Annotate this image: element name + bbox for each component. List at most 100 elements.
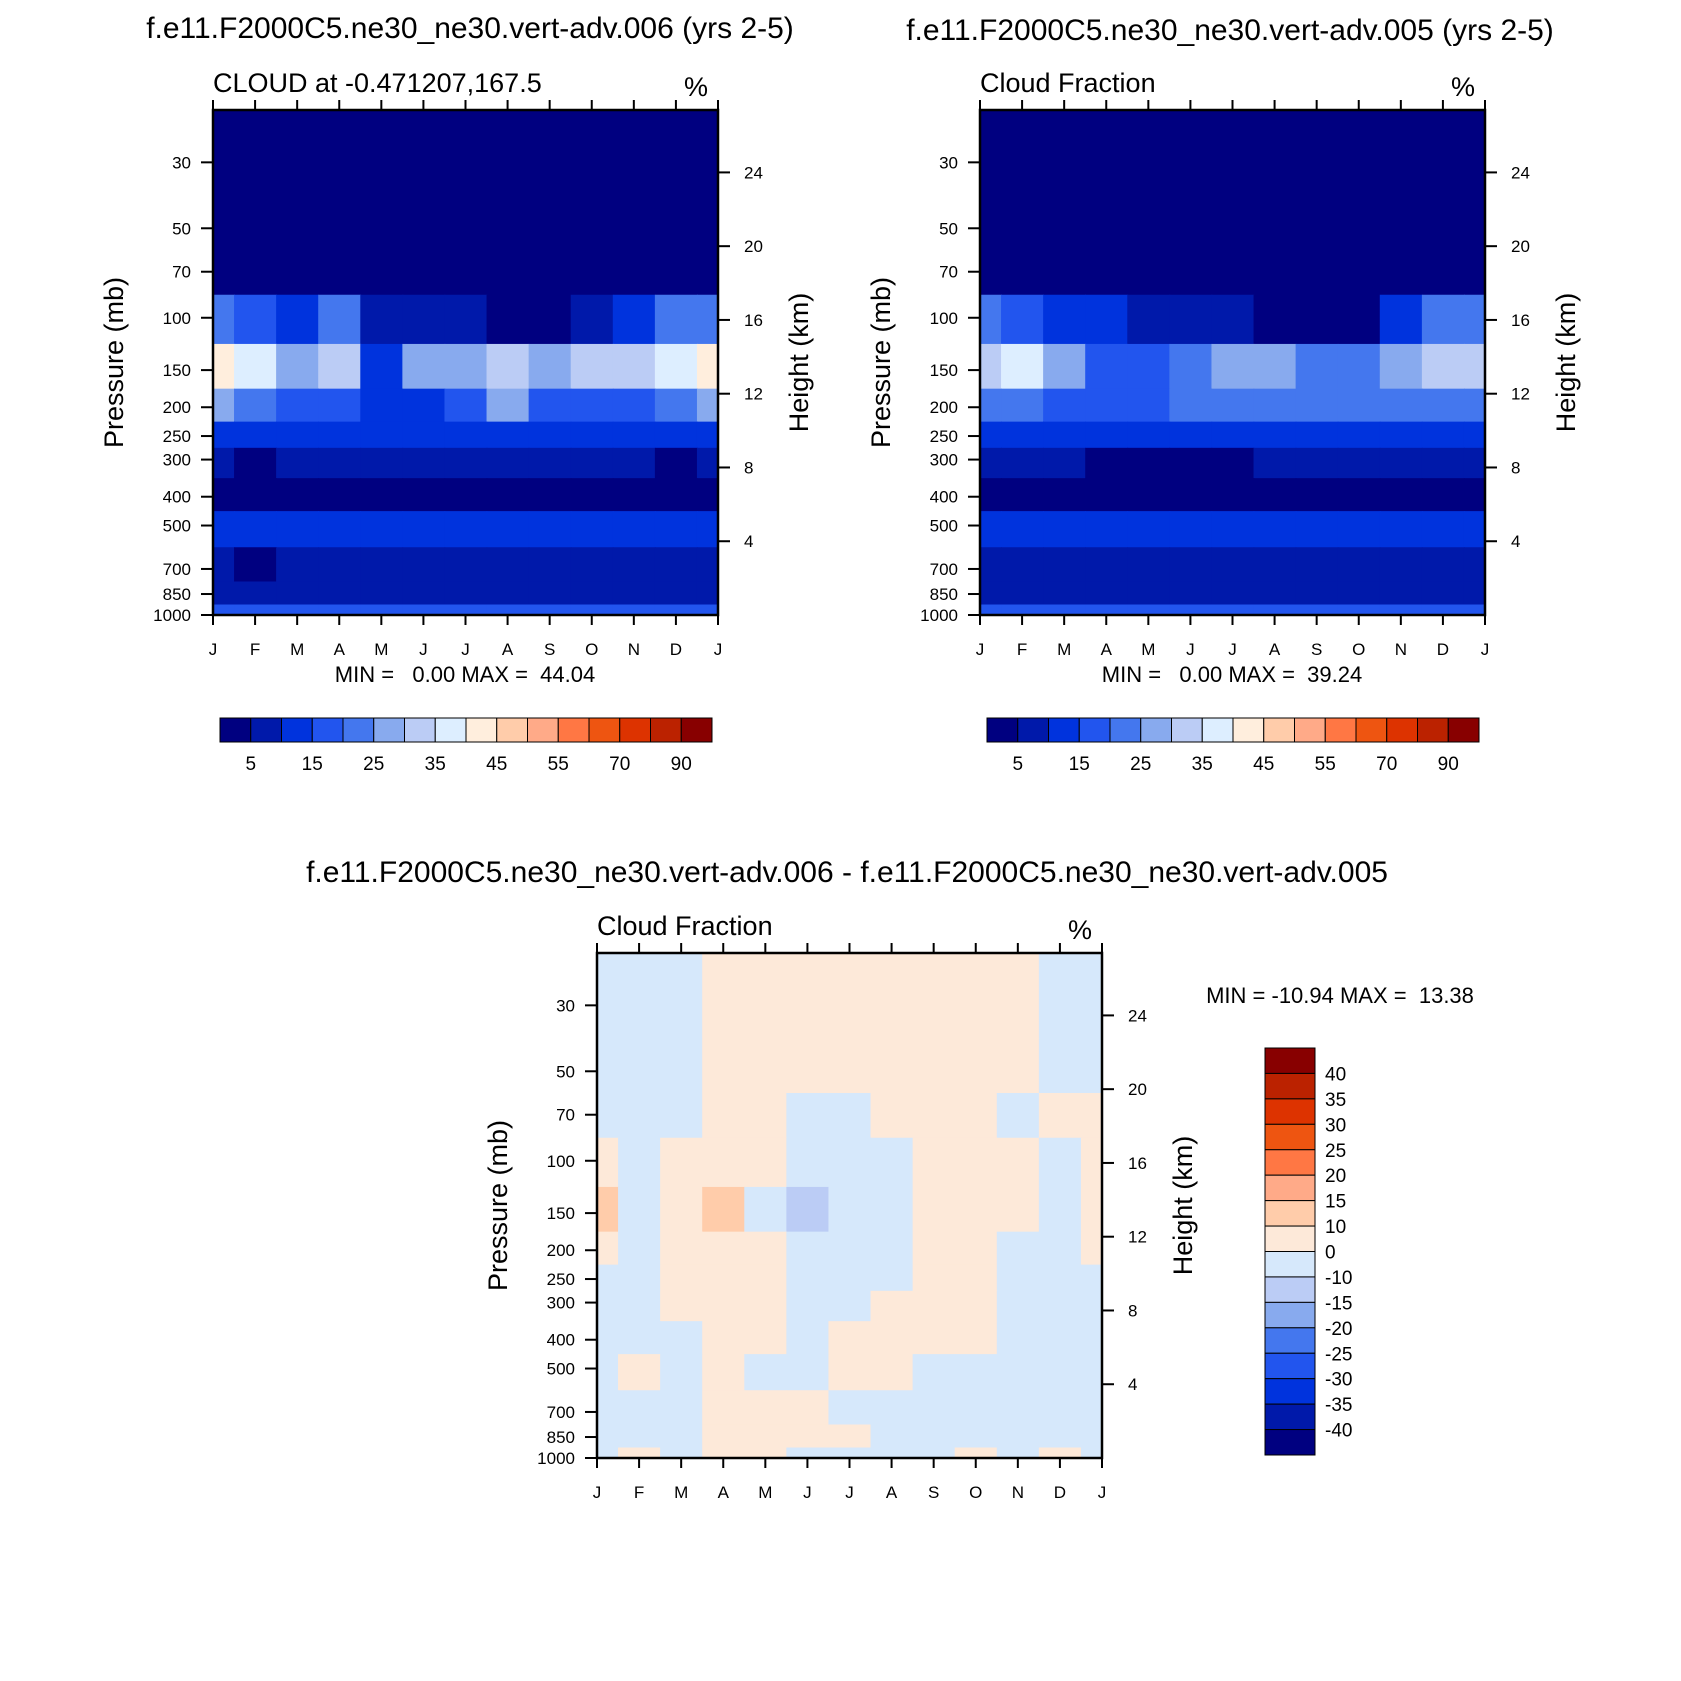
heatmap-cell bbox=[702, 1354, 746, 1392]
heatmap-cell bbox=[654, 478, 698, 512]
heatmap-cell bbox=[597, 1038, 619, 1094]
heatmap-cell bbox=[360, 343, 404, 390]
heatmap-cell bbox=[528, 511, 572, 549]
y-right-tick-label: 16 bbox=[1511, 311, 1530, 330]
heatmap-cell bbox=[1001, 294, 1044, 345]
y-tick-label: 400 bbox=[547, 1331, 575, 1350]
heatmap-cell bbox=[1421, 388, 1465, 423]
heatmap-cell bbox=[1379, 547, 1423, 583]
colorbar-label: 15 bbox=[1069, 754, 1090, 775]
heatmap-cell bbox=[1337, 343, 1381, 390]
y-axis-label: Pressure (mb) bbox=[866, 277, 896, 448]
heatmap-cell bbox=[870, 1290, 914, 1322]
heatmap-cell bbox=[1421, 294, 1465, 345]
heatmap-cell bbox=[1085, 547, 1129, 583]
heatmap-cell bbox=[1169, 581, 1213, 606]
heatmap-cell bbox=[980, 547, 1002, 583]
colorbar-label: 0 bbox=[1325, 1243, 1336, 1264]
heatmap-cell bbox=[1001, 343, 1044, 390]
heatmap-cell bbox=[612, 421, 656, 449]
heatmap-cell bbox=[486, 110, 530, 197]
heatmap-cell bbox=[1211, 421, 1255, 449]
heatmap-cell bbox=[1038, 1038, 1082, 1094]
x-tick-label: N bbox=[628, 640, 640, 659]
heatmap-cell bbox=[1211, 195, 1255, 251]
colorbar-box bbox=[1264, 1098, 1316, 1125]
heatmap-cell bbox=[318, 511, 362, 549]
heatmap-cell bbox=[618, 1354, 661, 1392]
heatmap-cell bbox=[597, 1231, 619, 1266]
heatmap-cell bbox=[1169, 250, 1213, 296]
heatmap-cell bbox=[1253, 581, 1297, 606]
heatmap-cell bbox=[444, 343, 488, 390]
y-right-tick-label: 20 bbox=[744, 237, 763, 256]
heatmap-cell bbox=[402, 511, 446, 549]
heatmap-cell bbox=[486, 604, 530, 615]
heatmap-cell bbox=[402, 478, 446, 512]
heatmap-cell bbox=[1169, 195, 1213, 251]
heatmap-cell bbox=[276, 388, 320, 423]
colorbar-label: 45 bbox=[1253, 754, 1274, 775]
heatmap-cell bbox=[654, 250, 698, 296]
heatmap-cell bbox=[1169, 604, 1213, 615]
heatmap-cell bbox=[870, 1137, 914, 1188]
heatmap-cell bbox=[276, 343, 320, 390]
heatmap-cell bbox=[696, 547, 718, 583]
y-tick-label: 700 bbox=[163, 560, 191, 579]
colorbar-label: 70 bbox=[1376, 754, 1397, 775]
heatmap-cell bbox=[828, 1321, 872, 1355]
heatmap-cell bbox=[402, 250, 446, 296]
heatmap-cell bbox=[744, 1038, 788, 1094]
x-tick-label: A bbox=[718, 1483, 730, 1502]
heatmap-cell bbox=[912, 1321, 956, 1355]
heatmap-cell bbox=[744, 1390, 788, 1426]
heatmap-cell bbox=[654, 447, 698, 479]
x-tick-label: J bbox=[1481, 640, 1490, 659]
colorbar-label: 25 bbox=[363, 754, 384, 775]
heatmap-cell bbox=[1080, 1264, 1102, 1292]
heatmap-cell bbox=[1421, 604, 1465, 615]
heatmap-cell bbox=[1211, 343, 1255, 390]
heatmap-cell bbox=[1337, 421, 1381, 449]
y-tick-label: 400 bbox=[930, 488, 958, 507]
heatmap-cell bbox=[612, 250, 656, 296]
heatmap-cell bbox=[1295, 447, 1339, 479]
chart-panel-3: J F M A M J J A S O N D J305070100150200250300400500… bbox=[483, 911, 1474, 1502]
chart-panel-2: J F M A M J J A S O N D J 30 50 70 100 150 200 250 300 400 500… bbox=[866, 68, 1581, 775]
heatmap-cell bbox=[654, 110, 698, 197]
heatmap-cell bbox=[696, 421, 718, 449]
heatmap-cell bbox=[528, 343, 572, 390]
heatmap-cell bbox=[1337, 250, 1381, 296]
y-tick-label: 150 bbox=[930, 361, 958, 380]
heatmap-cell bbox=[1253, 478, 1297, 512]
heatmap-cell bbox=[996, 1390, 1040, 1426]
heatmap-cell bbox=[980, 604, 1002, 615]
heatmap-cell bbox=[1043, 250, 1087, 296]
heatmap-cell bbox=[954, 953, 998, 1040]
heatmap-cell bbox=[828, 953, 872, 1040]
heatmap-cell bbox=[954, 1038, 998, 1094]
heatmap-cell bbox=[528, 250, 572, 296]
heatmap-cell bbox=[996, 1321, 1040, 1355]
heatmap-cell bbox=[360, 421, 404, 449]
heatmap-cell bbox=[402, 343, 446, 390]
heatmap-cell bbox=[1085, 250, 1129, 296]
heatmap-cell bbox=[654, 581, 698, 606]
heatmap-cell bbox=[660, 1093, 704, 1139]
heatmap-cell bbox=[1379, 294, 1423, 345]
heatmap-cell bbox=[912, 1447, 956, 1458]
heatmap-cell bbox=[1421, 250, 1465, 296]
x-tick-label: A bbox=[1101, 640, 1113, 659]
heatmap-cell bbox=[444, 547, 488, 583]
heatmap-cell bbox=[1337, 195, 1381, 251]
heatmap-cell bbox=[528, 421, 572, 449]
heatmap-cell bbox=[213, 250, 235, 296]
heatmap-cell bbox=[618, 1447, 661, 1458]
heatmap-cell bbox=[318, 421, 362, 449]
colorbar-label: 35 bbox=[425, 754, 446, 775]
x-tick-label: A bbox=[502, 640, 514, 659]
heatmap-cell bbox=[870, 1354, 914, 1392]
y-right-tick-label: 4 bbox=[744, 532, 753, 551]
heatmap-cell bbox=[1080, 1231, 1102, 1266]
heatmap-cell bbox=[954, 1093, 998, 1139]
